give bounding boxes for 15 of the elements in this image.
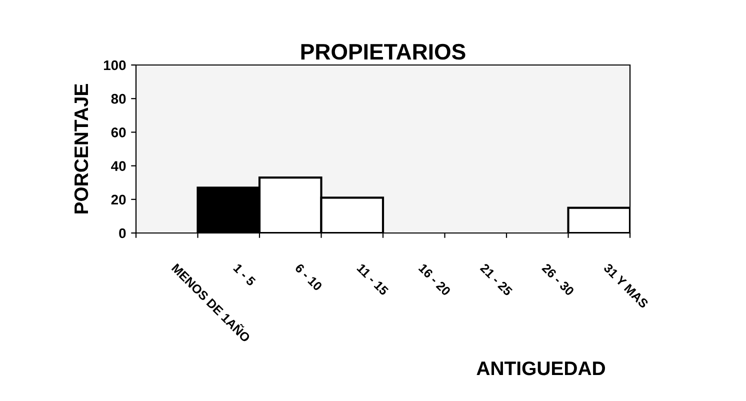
x-axis-title: ANTIGUEDAD bbox=[476, 361, 605, 376]
x-tick-label: 1 - 5 bbox=[232, 263, 256, 286]
y-tick-label: 0 bbox=[119, 228, 126, 238]
x-tick-label: 26 - 30 bbox=[541, 263, 575, 296]
y-tick-label: 80 bbox=[111, 94, 126, 104]
x-tick-label: 6 - 10 bbox=[294, 263, 323, 292]
y-tick-label: 40 bbox=[111, 161, 126, 171]
x-tick-label: 11 - 15 bbox=[356, 263, 389, 296]
y-tick-label: 60 bbox=[111, 128, 126, 138]
y-tick-label: 20 bbox=[111, 194, 126, 205]
chart-title: PROPIETARIOS bbox=[301, 44, 466, 60]
x-tick-label: 21 - 25 bbox=[480, 263, 513, 296]
y-tick-label: 100 bbox=[104, 60, 126, 70]
y-axis-title: PORCENTAJE bbox=[74, 84, 88, 214]
x-tick-label: 16 - 20 bbox=[418, 263, 452, 296]
